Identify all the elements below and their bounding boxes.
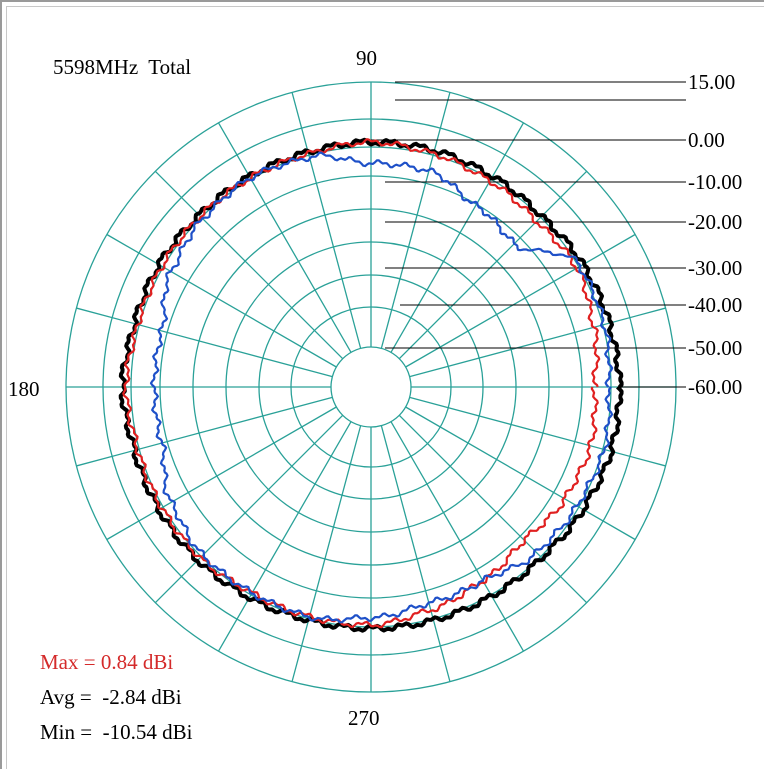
grid-spoke [380, 425, 451, 682]
radial-tick-label: -30.00 [688, 256, 742, 280]
grid-spoke [380, 92, 451, 349]
grid-spoke [405, 233, 636, 368]
chart-border [6, 6, 764, 769]
radial-tick-label: 15.00 [688, 70, 735, 94]
grid-spoke [217, 122, 352, 353]
angle-label: 180 [8, 377, 40, 401]
grid-spoke [154, 170, 344, 360]
angle-label: 90 [356, 46, 377, 70]
radial-tick-label: -40.00 [688, 293, 742, 317]
series-blue-trace [149, 151, 614, 624]
stat-max: Max = 0.84 dBi [40, 650, 174, 674]
radial-tick-label: -60.00 [688, 375, 742, 399]
grid-spoke [409, 307, 666, 378]
chart-title: 5598MHz Total [53, 55, 192, 79]
grid-spoke [390, 122, 525, 353]
radial-tick-label: -20.00 [688, 210, 742, 234]
radial-tick-label: 0.00 [688, 128, 725, 152]
grid-spoke [398, 170, 588, 360]
grid-spoke [409, 396, 666, 467]
grid-circle [330, 346, 412, 428]
grid-spoke [76, 396, 333, 467]
radial-tick-label: -10.00 [688, 170, 742, 194]
grid-spoke [291, 92, 362, 349]
grid-spoke [291, 425, 362, 682]
grid-spoke [154, 414, 344, 604]
stat-avg: Avg = -2.84 dBi [40, 685, 182, 709]
grid-spoke [106, 406, 337, 541]
grid-spoke [390, 421, 525, 652]
grid-spoke [76, 307, 333, 378]
grid-spoke [217, 421, 352, 652]
series-total-trace [118, 137, 624, 633]
grid-spoke [398, 414, 588, 604]
grid-spoke [106, 233, 337, 368]
series-red-trace [122, 138, 601, 629]
radial-tick-label: -50.00 [688, 336, 742, 360]
grid-spoke [405, 406, 636, 541]
angle-label: 270 [348, 706, 380, 730]
stat-min: Min = -10.54 dBi [40, 720, 193, 744]
